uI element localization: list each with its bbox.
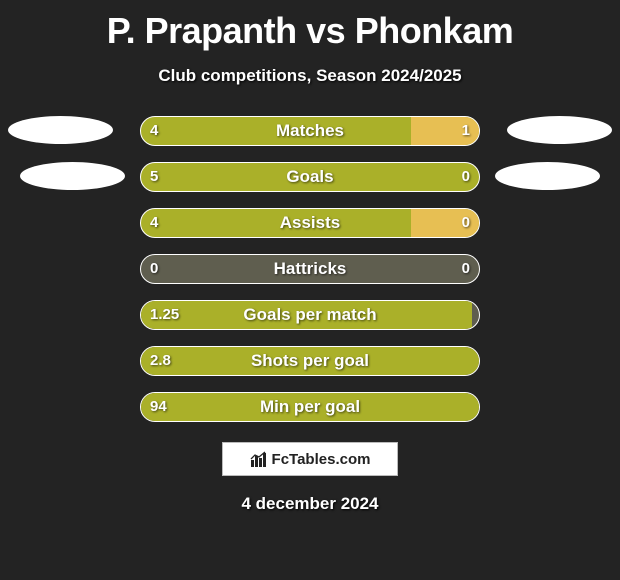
stat-row: Assists40 xyxy=(140,208,480,238)
brand-text: FcTables.com xyxy=(272,451,371,468)
bar-fill-segment xyxy=(141,393,479,422)
brand-badge: FcTables.com xyxy=(222,442,398,476)
bar-right-segment xyxy=(411,117,479,146)
bar-chart-icon xyxy=(250,450,268,468)
bar-track xyxy=(140,254,480,284)
stat-row: Goals per match1.25 xyxy=(140,300,480,330)
bar-right-segment xyxy=(411,209,479,238)
player-right-flag-placeholder xyxy=(495,162,600,190)
bar-track xyxy=(140,300,480,330)
player-left-logo-placeholder xyxy=(8,116,113,144)
page-title: P. Prapanth vs Phonkam xyxy=(0,0,620,52)
bar-track xyxy=(140,346,480,376)
bar-fill-segment xyxy=(141,347,479,376)
bar-fill-segment xyxy=(141,301,472,330)
stat-row: Min per goal94 xyxy=(140,392,480,422)
stat-row: Shots per goal2.8 xyxy=(140,346,480,376)
stat-row: Goals50 xyxy=(140,162,480,192)
stat-row: Hattricks00 xyxy=(140,254,480,284)
subtitle: Club competitions, Season 2024/2025 xyxy=(0,66,620,86)
bars-container: Matches41 Goals50 Assists40 Hattricks00 Goal… xyxy=(140,116,480,438)
bar-track xyxy=(140,116,480,146)
bar-track xyxy=(140,162,480,192)
bar-track xyxy=(140,392,480,422)
stat-row: Matches41 xyxy=(140,116,480,146)
date-label: 4 december 2024 xyxy=(0,494,620,514)
player-left-flag-placeholder xyxy=(20,162,125,190)
player-right-logo-placeholder xyxy=(507,116,612,144)
comparison-chart: Matches41 Goals50 Assists40 Hattricks00 Goal… xyxy=(0,116,620,426)
bar-track xyxy=(140,208,480,238)
